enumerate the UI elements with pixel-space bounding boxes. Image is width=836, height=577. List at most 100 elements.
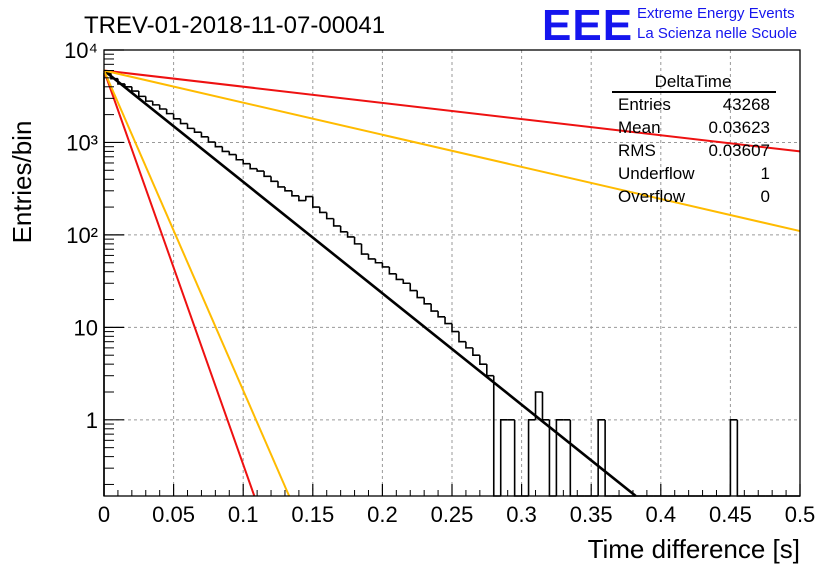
fit-line — [103, 69, 801, 233]
x-tick-label: 0.35 — [570, 502, 613, 527]
histogram-bin — [402, 279, 411, 285]
y-tick-label: 10⁴ — [64, 38, 98, 63]
histogram-bin — [131, 86, 139, 92]
y-axis: 1 10 10² 10³ 10⁴ — [64, 38, 124, 485]
histogram-bin — [318, 207, 327, 214]
histogram-bin — [228, 151, 237, 156]
stats-box-title: DeltaTime — [655, 72, 732, 91]
histogram-bin — [221, 146, 230, 153]
histogram-bin — [423, 297, 432, 305]
x-tick-label: 0.5 — [785, 502, 816, 527]
histogram-bin — [416, 290, 425, 299]
stats-label: Overflow — [618, 187, 686, 206]
histogram-bin — [555, 419, 564, 496]
histogram-bin — [458, 331, 466, 343]
stats-value: 0.03607 — [709, 141, 770, 160]
x-tick-label: 0.3 — [506, 502, 537, 527]
histogram-bin — [312, 196, 320, 208]
x-tick-label: 0.1 — [228, 502, 259, 527]
x-tick-label: 0.4 — [646, 502, 677, 527]
fit-lines — [103, 69, 801, 498]
histogram-bin — [729, 419, 738, 496]
histogram-bin — [242, 159, 251, 165]
histogram-bin — [193, 128, 202, 134]
histogram-bin — [291, 190, 299, 197]
eee-logo: EEE — [542, 1, 633, 50]
stats-label: Underflow — [618, 164, 695, 183]
histogram-bin — [186, 123, 195, 130]
histogram-bin — [284, 186, 292, 192]
histogram-bin — [499, 419, 508, 496]
histogram-bin — [207, 136, 216, 143]
histogram-bin — [138, 91, 146, 98]
histogram-bin — [527, 419, 536, 496]
histogram-bin — [179, 118, 188, 125]
x-tick-label: 0.25 — [431, 502, 474, 527]
histogram-bin — [451, 323, 459, 333]
stats-value: 1 — [761, 164, 770, 183]
histogram-bin — [270, 176, 278, 183]
fit-line — [103, 70, 256, 497]
histogram-bin — [305, 195, 313, 201]
stats-value: 0.03623 — [709, 118, 770, 137]
stats-value: 0 — [761, 187, 770, 206]
stats-label: RMS — [618, 141, 656, 160]
fit-line — [103, 69, 637, 498]
brand-line-2: La Scienza nelle Scuole — [637, 25, 797, 42]
x-tick-label: 0.15 — [291, 502, 334, 527]
histogram-bin — [249, 163, 258, 170]
histogram-bin — [298, 195, 306, 202]
histogram-bin — [409, 283, 418, 292]
histogram-bin — [200, 132, 209, 138]
histogram-bin — [360, 243, 369, 255]
histogram-bin — [172, 113, 181, 120]
stats-value: 43268 — [723, 95, 770, 114]
chart-title: TREV-01-2018-11-07-00041 — [84, 12, 385, 39]
histogram-bin — [444, 316, 452, 325]
y-tick-label: 10³ — [66, 130, 98, 155]
stats-rows: Entries 43268 Mean 0.03623 RMS 0.03607 Underfl… — [618, 95, 770, 206]
histogram-bin — [374, 258, 383, 264]
histogram-bin — [437, 311, 446, 318]
histogram-bin — [256, 168, 265, 172]
x-tick-label: 0 — [98, 502, 110, 527]
histogram-bin — [534, 391, 543, 420]
fit-line — [103, 70, 291, 497]
histogram-bin — [263, 171, 272, 178]
histogram-bin — [151, 101, 160, 106]
histogram-bin — [325, 212, 334, 220]
histogram-bin — [144, 96, 153, 102]
histogram-bin — [597, 419, 606, 496]
stats-box: DeltaTime Entries 43268 Mean 0.03623 RMS 0.03… — [612, 72, 776, 206]
histogram-bin — [158, 104, 167, 110]
x-axis: 0 0.05 0.1 0.15 0.2 0.25 0.3 0.35 0.4 0.45 0.5 — [98, 484, 815, 527]
histogram-bin — [339, 225, 348, 233]
y-axis-label: Entries/bin — [7, 121, 37, 244]
x-tick-label: 0.2 — [367, 502, 398, 527]
histogram-bin — [367, 254, 376, 260]
x-tick-label: 0.05 — [152, 502, 195, 527]
histogram-bin — [346, 231, 355, 238]
histogram-bin — [465, 341, 473, 349]
x-tick-label: 0.45 — [709, 502, 752, 527]
eee-logo-text: EEE — [542, 1, 633, 50]
histogram-bin — [332, 218, 341, 227]
stats-label: Mean — [618, 118, 661, 137]
histogram-bin — [381, 262, 390, 268]
x-axis-label: Time difference [s] — [588, 534, 800, 564]
y-tick-label: 10 — [74, 315, 98, 340]
stats-label: Entries — [618, 95, 671, 114]
histogram-bin — [479, 355, 487, 365]
histogram-bin — [235, 154, 244, 161]
histogram-bin — [472, 347, 480, 357]
histogram-bin — [277, 181, 285, 188]
histogram-bin — [165, 109, 174, 115]
brand-line-1: Extreme Energy Events — [637, 5, 795, 22]
histogram-bin — [395, 273, 404, 281]
histogram-bin — [430, 303, 439, 312]
histogram-bin — [214, 142, 223, 148]
histogram-bin — [353, 236, 362, 245]
histogram-bin — [388, 266, 397, 275]
